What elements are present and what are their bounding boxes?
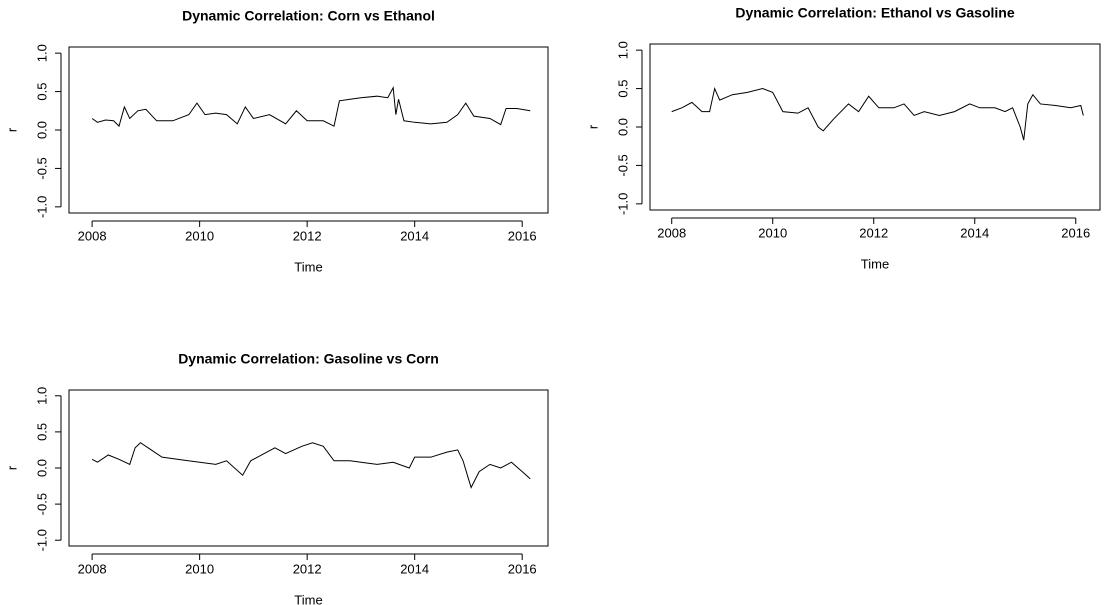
x-tick-label: 2008 [78,561,107,576]
y-tick-label: -1.0 [34,529,49,551]
y-tick-label: -0.5 [615,154,630,176]
y-axis-label: r [585,124,600,129]
x-tick-label: 2016 [1061,225,1090,240]
y-tick-label: 1.0 [34,387,49,405]
x-axis-label: Time [294,259,322,274]
plot-box [68,46,549,214]
plot-box [649,43,1101,211]
y-tick-label: 0.0 [34,121,49,139]
y-tick-label: 0.0 [615,118,630,136]
plot-box [68,389,549,547]
x-tick-label: 2010 [185,228,214,243]
x-tick-label: 2014 [400,228,429,243]
y-axis-label: r [4,127,19,132]
chart-title: Dynamic Correlation: Ethanol vs Gasoline [735,5,1015,21]
data-line [671,86,1084,141]
x-tick-label: 2010 [185,561,214,576]
y-tick-label: 1.0 [34,44,49,62]
y-tick-label: -0.5 [34,157,49,179]
y-tick-label: 0.5 [615,80,630,98]
x-tick-label: 2010 [758,225,787,240]
y-tick-label: 0.5 [34,83,49,101]
x-tick-label: 2012 [293,561,322,576]
y-tick-label: -0.5 [34,493,49,515]
x-tick-label: 2008 [78,228,107,243]
y-tick-label: 0.5 [34,423,49,441]
x-tick-label: 2008 [657,225,686,240]
x-tick-label: 2014 [400,561,429,576]
y-tick-label: -1.0 [615,193,630,215]
y-tick-label: 1.0 [615,41,630,59]
x-tick-label: 2014 [960,225,989,240]
data-line [91,442,531,489]
y-tick-label: 0.0 [34,459,49,477]
x-tick-label: 2016 [508,228,537,243]
y-tick-label: -1.0 [34,196,49,218]
y-axis-label: r [4,465,19,470]
x-tick-label: 2016 [508,561,537,576]
chart-title: Dynamic Correlation: Gasoline vs Corn [178,351,439,367]
x-axis-label: Time [861,256,889,271]
x-tick-label: 2012 [293,228,322,243]
chart-title: Dynamic Correlation: Corn vs Ethanol [182,8,435,24]
x-axis-label: Time [294,592,322,605]
x-tick-label: 2012 [859,225,888,240]
data-line [91,86,531,128]
